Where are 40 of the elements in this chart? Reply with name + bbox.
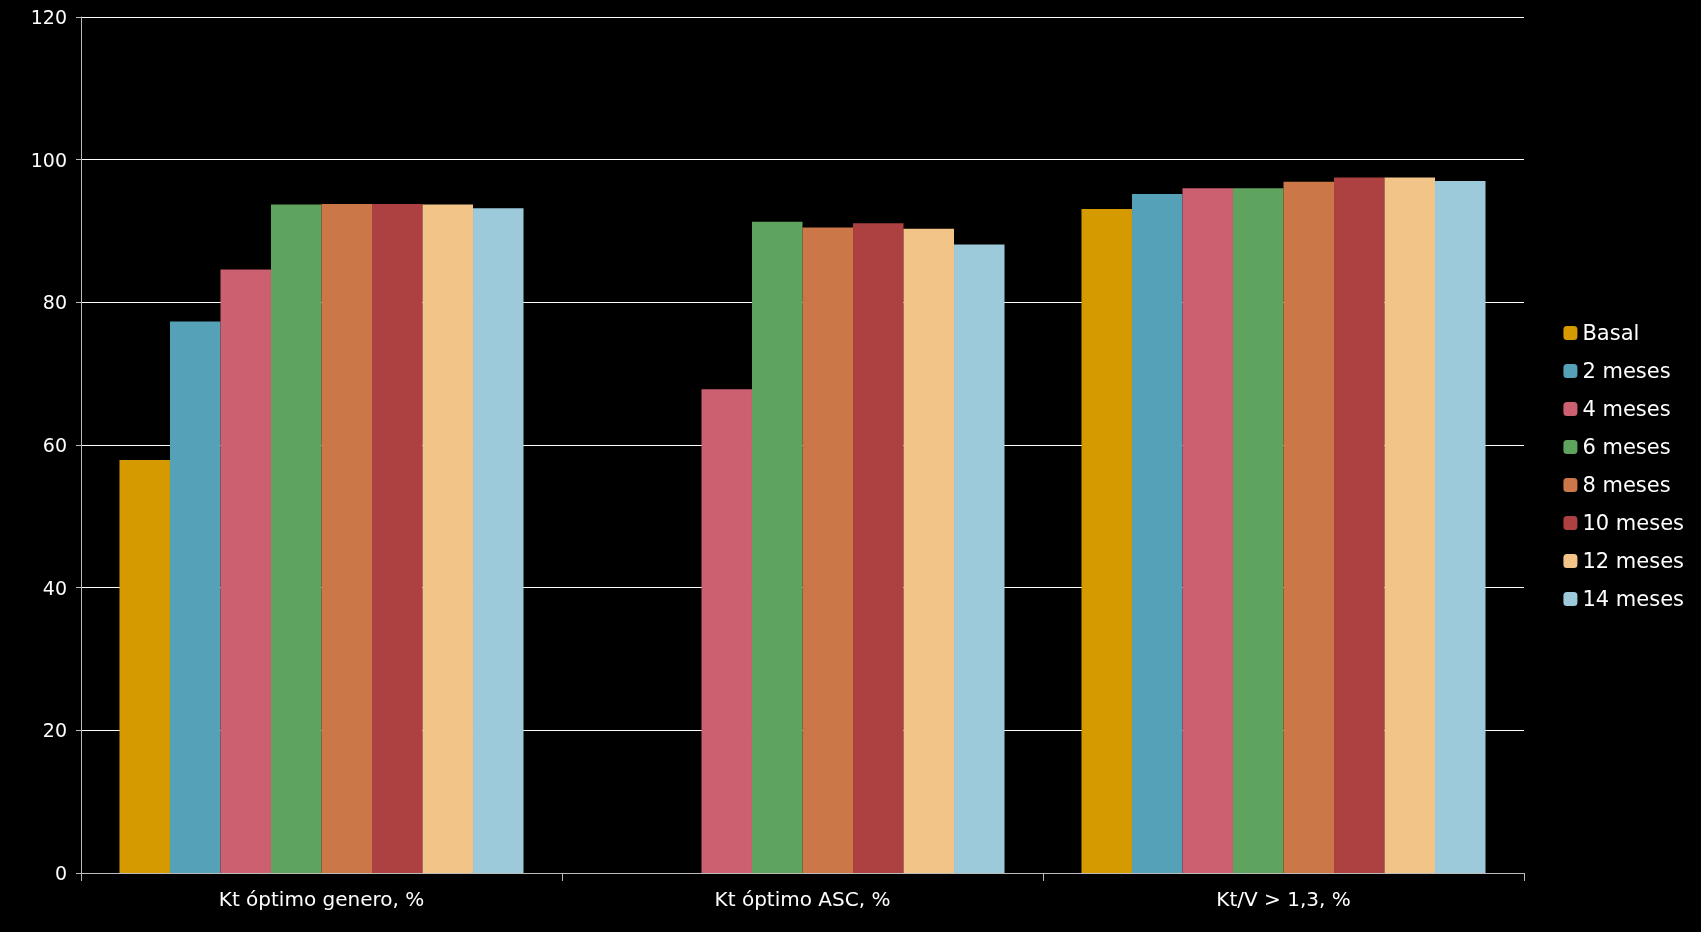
bar xyxy=(220,269,271,873)
bar xyxy=(1232,188,1284,873)
bar xyxy=(1334,177,1385,873)
bar xyxy=(422,204,474,873)
bar xyxy=(752,221,803,873)
x-tick-label: Kt óptimo genero, % xyxy=(218,887,425,911)
legend-label: 14 meses xyxy=(1582,587,1684,611)
bar xyxy=(1384,177,1436,873)
bar xyxy=(802,227,854,873)
y-tick-label: 60 xyxy=(42,434,67,456)
bar xyxy=(1182,188,1233,873)
y-tick-label: 20 xyxy=(42,719,67,742)
bar xyxy=(119,459,170,873)
legend-label: Basal xyxy=(1582,321,1640,345)
y-tick-label: 40 xyxy=(42,576,67,599)
bar xyxy=(321,203,373,873)
legend-label: 2 meses xyxy=(1582,359,1671,383)
bar xyxy=(1435,181,1486,873)
bar xyxy=(954,244,1005,873)
y-tick-label: 100 xyxy=(30,148,67,171)
bar xyxy=(372,203,423,873)
bar xyxy=(853,223,904,873)
bar xyxy=(701,389,752,873)
legend-label: 4 meses xyxy=(1582,397,1671,421)
legend-label: 6 meses xyxy=(1582,435,1671,459)
legend-label: 8 meses xyxy=(1582,473,1671,497)
bar xyxy=(1081,208,1132,873)
y-tick-label: 80 xyxy=(42,291,67,314)
y-tick-label: 120 xyxy=(30,6,67,28)
bar xyxy=(1283,181,1335,873)
y-tick-label: 0 xyxy=(54,862,67,884)
bar xyxy=(473,208,524,873)
bar xyxy=(903,228,955,873)
x-tick-label: Kt óptimo ASC, % xyxy=(714,887,891,911)
legend-label: 10 meses xyxy=(1582,511,1684,535)
bar xyxy=(271,204,322,873)
bar xyxy=(1131,193,1183,873)
bar xyxy=(169,321,221,873)
legend-label: 12 meses xyxy=(1582,549,1684,573)
x-tick-label: Kt/V > 1,3, % xyxy=(1216,887,1351,911)
